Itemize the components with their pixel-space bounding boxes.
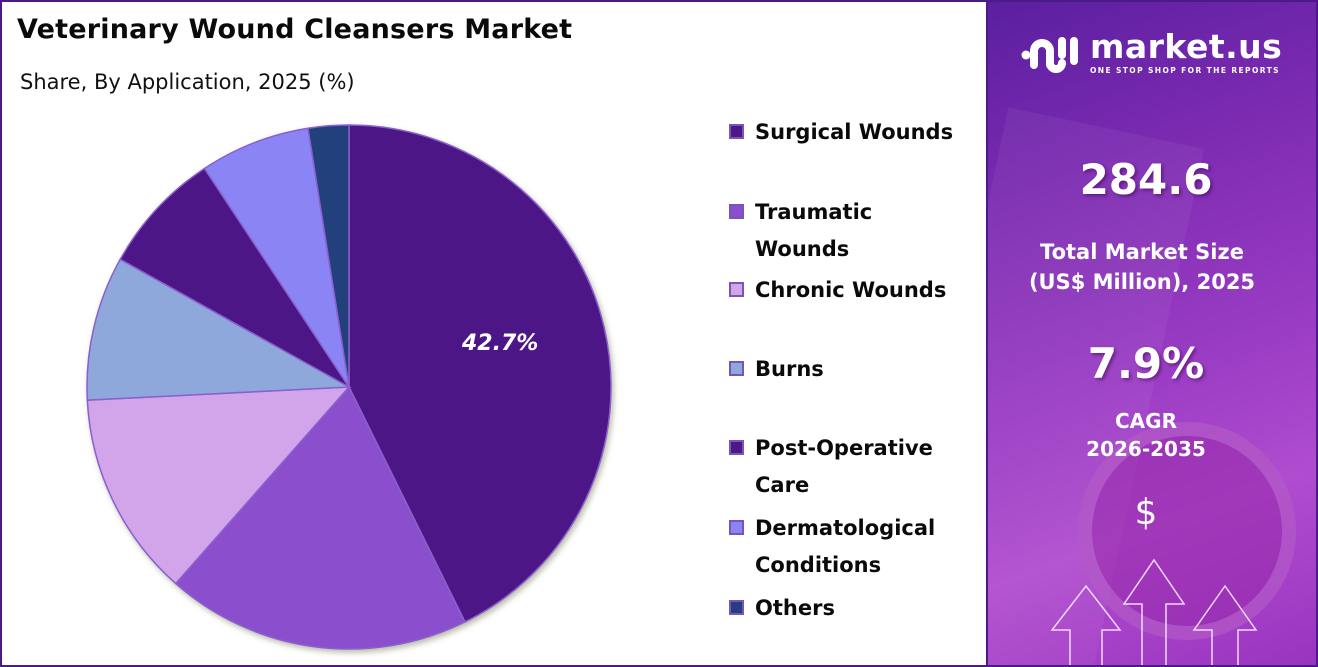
pie-slice-others bbox=[307, 124, 350, 388]
legend-label: Chronic Wounds bbox=[755, 278, 947, 302]
market-us-logo-icon bbox=[1021, 36, 1078, 73]
chart-subtitle: Share, By Application, 2025 (%) bbox=[20, 70, 355, 94]
surgical-wounds-share-label: 42.7% bbox=[462, 331, 539, 356]
pie-slice-dermatological-conditions bbox=[203, 127, 350, 388]
market-size-label: Total Market Size (US$ Million), 2025 bbox=[988, 237, 1306, 297]
brand-name: market.us bbox=[1090, 27, 1283, 66]
legend-label: Burns bbox=[755, 357, 824, 381]
legend-swatch-icon bbox=[729, 361, 744, 376]
legend-label: Dermatological Conditions bbox=[755, 516, 936, 577]
legend-swatch-icon bbox=[729, 520, 744, 535]
legend-item-traumatic-wounds: Traumatic Wounds bbox=[729, 194, 905, 268]
growth-arrows-icon bbox=[1050, 558, 1258, 665]
legend-swatch-icon bbox=[729, 440, 744, 455]
legend-item-surgical-wounds: Surgical Wounds bbox=[729, 114, 985, 151]
legend-swatch-icon bbox=[729, 204, 744, 219]
chart-title: Veterinary Wound Cleansers Market bbox=[17, 14, 573, 45]
legend-label: Surgical Wounds bbox=[755, 120, 954, 144]
legend-item-others: Others bbox=[729, 590, 985, 627]
legend-item-dermatological-conditions: Dermatological Conditions bbox=[729, 510, 955, 584]
cagr-label-line2: 2026-2035 bbox=[1086, 437, 1206, 461]
pie-slice-burns bbox=[86, 258, 352, 401]
chart-panel: Veterinary Wound Cleansers Market Share,… bbox=[0, 0, 986, 667]
legend-swatch-icon bbox=[729, 600, 744, 615]
pie-slice-post-operative-care bbox=[119, 167, 350, 388]
cagr-label: CAGR 2026-2035 bbox=[988, 407, 1310, 463]
legend-item-chronic-wounds: Chronic Wounds bbox=[729, 272, 985, 309]
brand-logo: market.us ONE STOP SHOP FOR THE REPORTS bbox=[1020, 30, 1282, 75]
cagr-label-line1: CAGR bbox=[1115, 409, 1177, 433]
pie-svg bbox=[86, 124, 612, 650]
pie-slice-traumatic-wounds bbox=[174, 385, 467, 650]
dollar-icon: $ bbox=[1134, 492, 1158, 533]
pie-slice-surgical-wounds bbox=[348, 124, 612, 623]
market-size-label-line1: Total Market Size bbox=[1040, 240, 1244, 264]
legend-label: Traumatic Wounds bbox=[755, 200, 873, 261]
brand-tagline: ONE STOP SHOP FOR THE REPORTS bbox=[1090, 66, 1280, 75]
pie-slice-chronic-wounds bbox=[86, 386, 351, 585]
pie-chart: 42.7% bbox=[82, 120, 617, 655]
legend-swatch-icon bbox=[729, 282, 744, 297]
market-size-label-line2: (US$ Million), 2025 bbox=[1028, 270, 1256, 294]
summary-panel: market.us ONE STOP SHOP FOR THE REPORTS … bbox=[986, 0, 1318, 667]
legend-item-burns: Burns bbox=[729, 351, 985, 388]
market-size-value: 284.6 bbox=[1079, 155, 1213, 204]
legend-swatch-icon bbox=[729, 124, 744, 139]
legend-label: Post-Operative Care bbox=[755, 436, 933, 497]
cagr-value: 7.9% bbox=[1087, 339, 1205, 388]
legend-item-post-operative-care: Post-Operative Care bbox=[729, 430, 955, 504]
legend-label: Others bbox=[755, 596, 835, 620]
